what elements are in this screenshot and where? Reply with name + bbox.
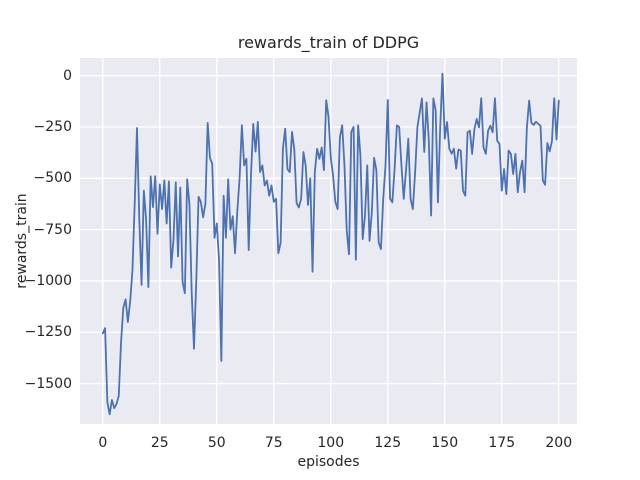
- line-chart: [80, 58, 577, 424]
- series-line-rewards_train: [101, 72, 560, 416]
- y-tick-label: −250: [33, 118, 72, 135]
- plot-area: [80, 58, 577, 424]
- chart-title: rewards_train of DDPG: [237, 33, 420, 52]
- x-tick-label: 50: [207, 435, 226, 451]
- y-tick-label: 0: [63, 67, 72, 84]
- x-tick-label: 150: [431, 435, 459, 451]
- x-tick-label: 25: [150, 435, 169, 451]
- y-tick-label: −500: [33, 170, 72, 187]
- y-tick-label: −1250: [24, 324, 72, 341]
- x-tick-label: 75: [264, 435, 283, 451]
- x-tick-label: 100: [317, 435, 345, 451]
- x-tick-label: 125: [374, 435, 402, 451]
- x-tick-label: 175: [488, 435, 516, 451]
- x-tick-label: 200: [545, 435, 573, 451]
- x-axis-label: episodes: [297, 454, 360, 470]
- y-tick-label: −1000: [24, 272, 72, 289]
- x-tick-label: 0: [98, 435, 108, 451]
- y-tick-label: −1500: [24, 375, 72, 392]
- y-tick-label: −750: [33, 221, 72, 238]
